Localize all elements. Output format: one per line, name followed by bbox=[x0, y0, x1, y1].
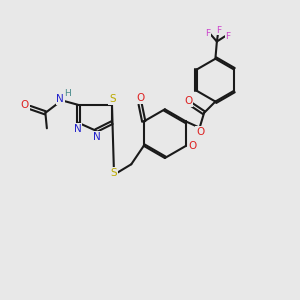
Text: O: O bbox=[184, 96, 192, 106]
Text: S: S bbox=[109, 94, 116, 104]
Text: O: O bbox=[20, 100, 29, 110]
Text: O: O bbox=[196, 127, 204, 137]
Text: F: F bbox=[216, 26, 221, 35]
Text: O: O bbox=[136, 93, 144, 103]
Text: F: F bbox=[226, 32, 231, 41]
Text: N: N bbox=[56, 94, 64, 104]
Text: N: N bbox=[93, 132, 101, 142]
Text: N: N bbox=[74, 124, 81, 134]
Text: F: F bbox=[205, 29, 210, 38]
Text: O: O bbox=[188, 141, 196, 151]
Text: H: H bbox=[64, 89, 71, 98]
Text: S: S bbox=[111, 168, 117, 178]
